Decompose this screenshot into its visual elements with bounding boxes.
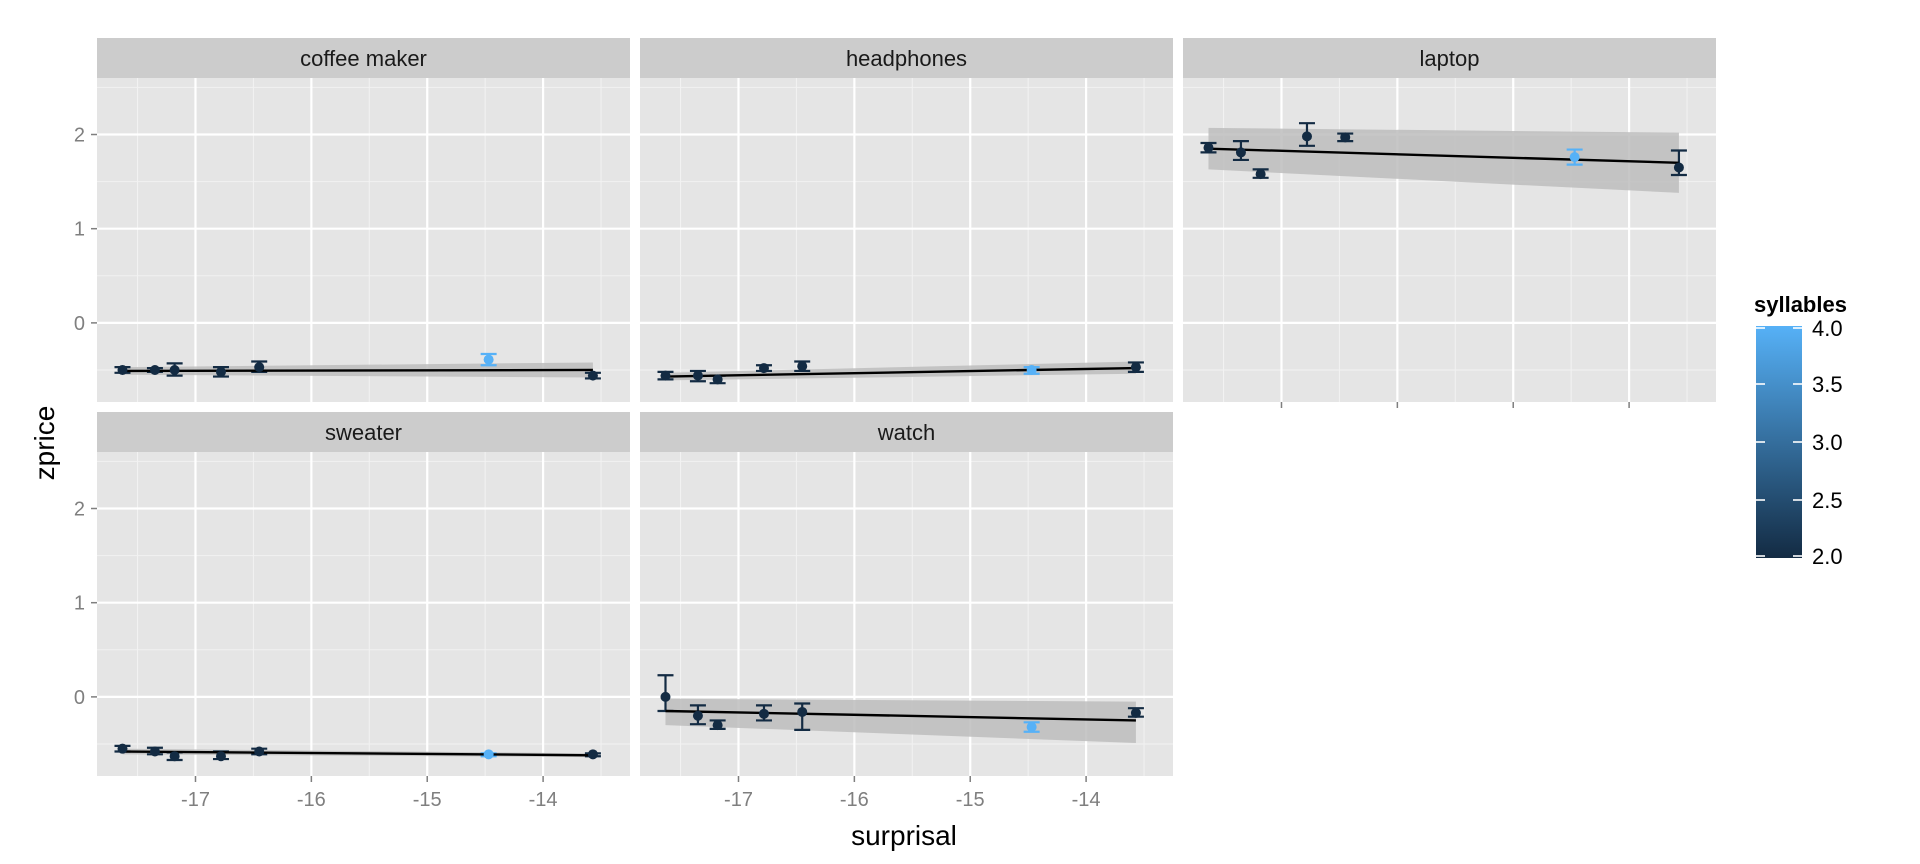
data-point bbox=[587, 749, 598, 760]
facet-panel: coffee maker bbox=[97, 38, 630, 402]
facet-panel: headphones bbox=[640, 38, 1173, 402]
data-point bbox=[758, 708, 769, 719]
facet-panel: watch bbox=[640, 412, 1173, 776]
facet-title: headphones bbox=[846, 46, 967, 71]
legend-title: syllables bbox=[1754, 292, 1847, 317]
y-tick-label: 0 bbox=[74, 313, 85, 335]
trend-line bbox=[122, 750, 593, 757]
data-point bbox=[1340, 132, 1351, 143]
data-point bbox=[215, 366, 226, 377]
color-legend: syllables 4.0 3.5 3.0 2.5 2.0 bbox=[1754, 292, 1847, 569]
data-point bbox=[712, 374, 723, 385]
trend-line bbox=[1208, 147, 1679, 164]
confidence-ribbon bbox=[1208, 127, 1679, 193]
legend-label: 3.0 bbox=[1812, 430, 1843, 455]
trend-line bbox=[665, 709, 1136, 722]
trend-line bbox=[665, 366, 1136, 378]
data-point bbox=[149, 746, 160, 757]
data-point bbox=[1026, 722, 1037, 733]
facet-title: sweater bbox=[325, 420, 402, 445]
facet-strip bbox=[1183, 38, 1716, 78]
y-tick-label: 2 bbox=[74, 125, 85, 147]
y-axis-title: zprice bbox=[29, 406, 60, 481]
data-point bbox=[797, 706, 808, 717]
data-point bbox=[797, 361, 808, 372]
data-point bbox=[1235, 147, 1246, 158]
data-point bbox=[483, 749, 494, 760]
data-point bbox=[483, 354, 494, 365]
data-point bbox=[117, 364, 128, 375]
data-point bbox=[1026, 364, 1037, 375]
panel-background bbox=[97, 78, 630, 402]
data-point bbox=[692, 370, 703, 381]
facet-title: laptop bbox=[1420, 46, 1480, 71]
data-point bbox=[587, 370, 598, 381]
y-tick-label: 1 bbox=[74, 219, 85, 241]
data-point bbox=[1130, 362, 1141, 373]
y-tick-label: 2 bbox=[74, 499, 85, 521]
data-point bbox=[660, 370, 671, 381]
legend-ticks: 4.0 3.5 3.0 2.5 2.0 bbox=[1756, 316, 1843, 569]
facet-panels: coffee maker headphones laptop sweater watch bbox=[97, 38, 1716, 776]
data-point bbox=[169, 364, 180, 375]
x-axis-title: surprisal bbox=[851, 820, 957, 851]
facet-panel: sweater bbox=[97, 412, 630, 776]
data-point bbox=[692, 710, 703, 721]
data-point bbox=[169, 751, 180, 762]
data-point bbox=[1203, 142, 1214, 153]
y-axis-ticks: 0 1 2 0 1 2 bbox=[74, 125, 97, 709]
data-point bbox=[215, 751, 226, 762]
x-tick-label: -14 bbox=[1072, 789, 1101, 811]
x-tick-label: -16 bbox=[297, 789, 326, 811]
y-tick-label: 1 bbox=[74, 593, 85, 615]
data-point bbox=[712, 720, 723, 731]
data-point bbox=[254, 746, 265, 757]
panel-background bbox=[640, 78, 1173, 402]
data-point bbox=[660, 691, 671, 702]
x-tick-label: -17 bbox=[724, 789, 753, 811]
facet-strip bbox=[640, 38, 1173, 78]
data-point bbox=[1569, 152, 1580, 163]
x-tick-label: -15 bbox=[956, 789, 985, 811]
facet-title: coffee maker bbox=[300, 46, 427, 71]
x-tick-label: -17 bbox=[181, 789, 210, 811]
facet-panel: laptop bbox=[1183, 38, 1716, 402]
data-point bbox=[254, 362, 265, 373]
legend-label: 3.5 bbox=[1812, 372, 1843, 397]
data-point bbox=[149, 364, 160, 375]
trend-line bbox=[122, 368, 593, 373]
panel-background bbox=[1183, 78, 1716, 402]
x-axis-ticks: -17 -16 -15 -14 -17 -16 -15 -14 bbox=[181, 402, 1630, 811]
legend-label: 4.0 bbox=[1812, 316, 1843, 341]
data-point bbox=[1301, 131, 1312, 142]
confidence-ribbon bbox=[665, 698, 1136, 744]
facet-title: watch bbox=[877, 420, 935, 445]
legend-label: 2.5 bbox=[1812, 488, 1843, 513]
facet-strip bbox=[97, 38, 630, 78]
y-tick-label: 0 bbox=[74, 687, 85, 709]
legend-label: 2.0 bbox=[1812, 544, 1843, 569]
x-tick-label: -14 bbox=[529, 789, 558, 811]
x-tick-label: -16 bbox=[840, 789, 869, 811]
data-point bbox=[1255, 169, 1266, 180]
data-point bbox=[758, 363, 769, 374]
data-point bbox=[1130, 707, 1141, 718]
x-tick-label: -15 bbox=[413, 789, 442, 811]
data-point bbox=[1673, 162, 1684, 173]
data-point bbox=[117, 743, 128, 754]
facet-strip bbox=[97, 412, 630, 452]
panel-background bbox=[97, 452, 630, 776]
facet-strip bbox=[640, 412, 1173, 452]
